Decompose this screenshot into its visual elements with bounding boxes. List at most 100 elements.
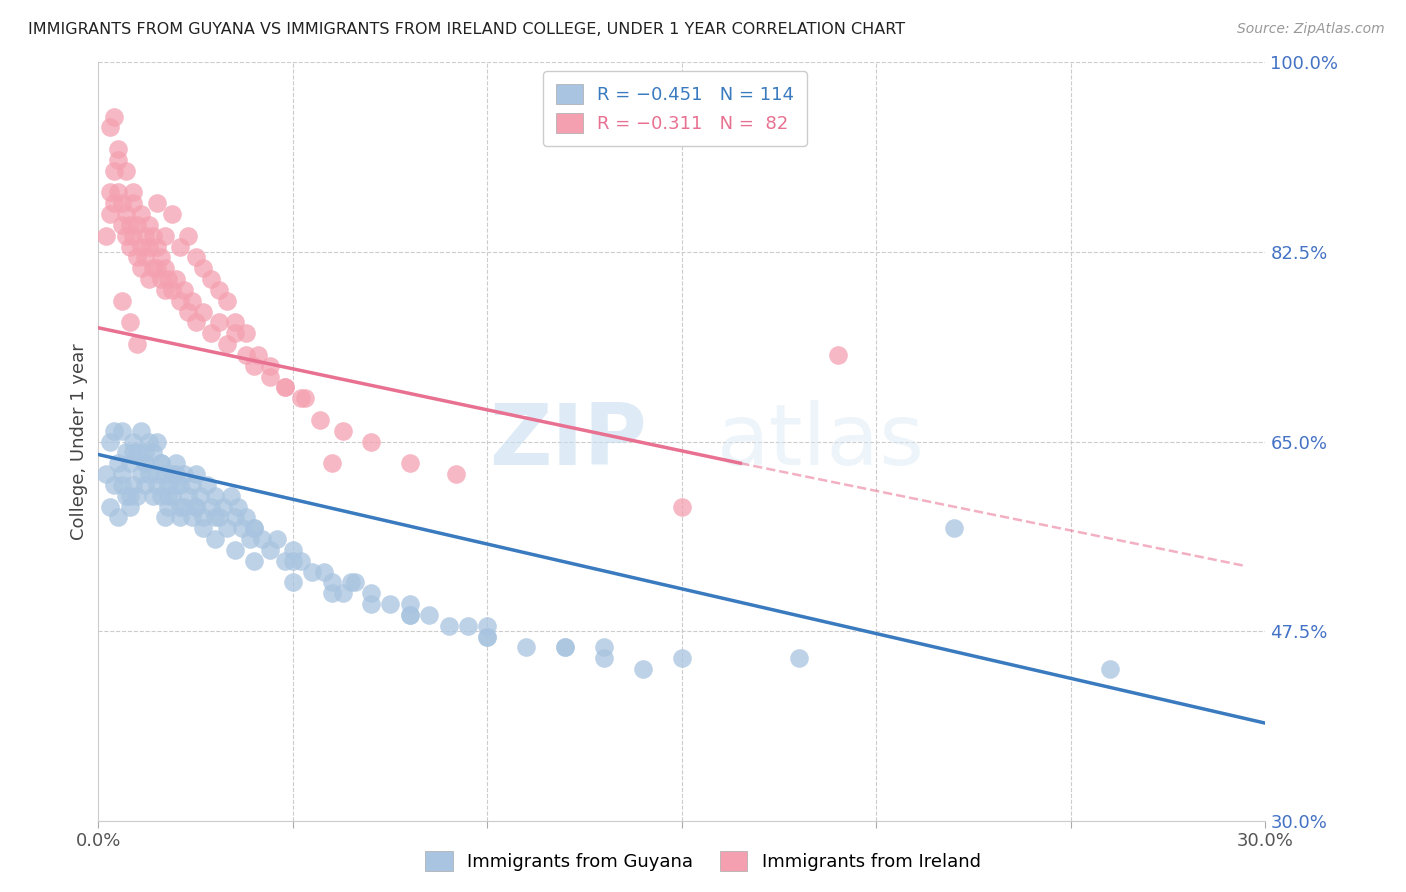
Point xyxy=(281,575,304,590)
Point xyxy=(111,218,134,232)
Point xyxy=(114,163,136,178)
Point xyxy=(193,261,215,276)
Point xyxy=(118,456,141,470)
Point xyxy=(360,586,382,600)
Point xyxy=(321,456,343,470)
Point xyxy=(153,261,176,276)
Point xyxy=(162,489,184,503)
Point xyxy=(169,510,191,524)
Point xyxy=(250,532,273,546)
Point xyxy=(98,500,121,514)
Point xyxy=(142,489,165,503)
Point xyxy=(157,272,180,286)
Point xyxy=(127,218,149,232)
Point xyxy=(153,467,176,481)
Point xyxy=(111,293,134,308)
Point xyxy=(114,228,136,243)
Point xyxy=(138,467,160,481)
Point xyxy=(122,445,145,459)
Point xyxy=(103,110,125,124)
Point xyxy=(103,163,125,178)
Point xyxy=(157,489,180,503)
Point xyxy=(149,272,172,286)
Point xyxy=(157,500,180,514)
Point xyxy=(111,478,134,492)
Point xyxy=(184,315,207,329)
Point xyxy=(127,489,149,503)
Point xyxy=(111,467,134,481)
Point xyxy=(169,293,191,308)
Point xyxy=(146,261,169,276)
Point xyxy=(184,500,207,514)
Point xyxy=(103,196,125,211)
Point xyxy=(180,293,202,308)
Point xyxy=(118,489,141,503)
Point xyxy=(477,630,499,644)
Point xyxy=(457,618,479,632)
Point xyxy=(103,478,125,492)
Point xyxy=(418,607,440,622)
Point xyxy=(224,510,246,524)
Point xyxy=(98,207,121,221)
Point xyxy=(631,662,654,676)
Point xyxy=(246,348,269,362)
Point xyxy=(266,532,288,546)
Point xyxy=(149,456,172,470)
Point xyxy=(671,651,693,665)
Point xyxy=(153,510,176,524)
Point xyxy=(118,239,141,253)
Point xyxy=(477,618,499,632)
Point xyxy=(259,359,281,373)
Point xyxy=(138,239,160,253)
Point xyxy=(215,337,238,351)
Point xyxy=(138,434,160,449)
Point xyxy=(398,607,420,622)
Point xyxy=(219,489,242,503)
Point xyxy=(134,251,156,265)
Point xyxy=(157,478,180,492)
Point xyxy=(122,186,145,200)
Point xyxy=(173,500,195,514)
Text: IMMIGRANTS FROM GUYANA VS IMMIGRANTS FROM IRELAND COLLEGE, UNDER 1 YEAR CORRELAT: IMMIGRANTS FROM GUYANA VS IMMIGRANTS FRO… xyxy=(28,22,905,37)
Point xyxy=(184,500,207,514)
Point xyxy=(554,640,576,655)
Point xyxy=(437,618,460,632)
Text: atlas: atlas xyxy=(717,400,925,483)
Point xyxy=(127,445,149,459)
Point xyxy=(162,467,184,481)
Point xyxy=(118,218,141,232)
Point xyxy=(134,445,156,459)
Point xyxy=(259,542,281,557)
Point xyxy=(149,251,172,265)
Point xyxy=(671,500,693,514)
Point xyxy=(243,554,266,568)
Point xyxy=(122,478,145,492)
Point xyxy=(107,510,129,524)
Point xyxy=(235,510,257,524)
Point xyxy=(188,489,211,503)
Point xyxy=(301,565,323,579)
Point xyxy=(340,575,363,590)
Point xyxy=(138,272,160,286)
Point xyxy=(122,434,145,449)
Point xyxy=(477,630,499,644)
Point xyxy=(134,456,156,470)
Point xyxy=(228,500,250,514)
Point xyxy=(208,283,231,297)
Point xyxy=(149,456,172,470)
Point xyxy=(103,424,125,438)
Point xyxy=(827,348,849,362)
Point xyxy=(224,315,246,329)
Point xyxy=(200,500,222,514)
Point xyxy=(107,142,129,156)
Point xyxy=(165,478,187,492)
Point xyxy=(146,434,169,449)
Point xyxy=(193,521,215,535)
Point xyxy=(332,586,354,600)
Point xyxy=(96,467,118,481)
Point xyxy=(554,640,576,655)
Point xyxy=(290,554,312,568)
Point xyxy=(169,239,191,253)
Point xyxy=(274,380,297,394)
Point xyxy=(309,413,332,427)
